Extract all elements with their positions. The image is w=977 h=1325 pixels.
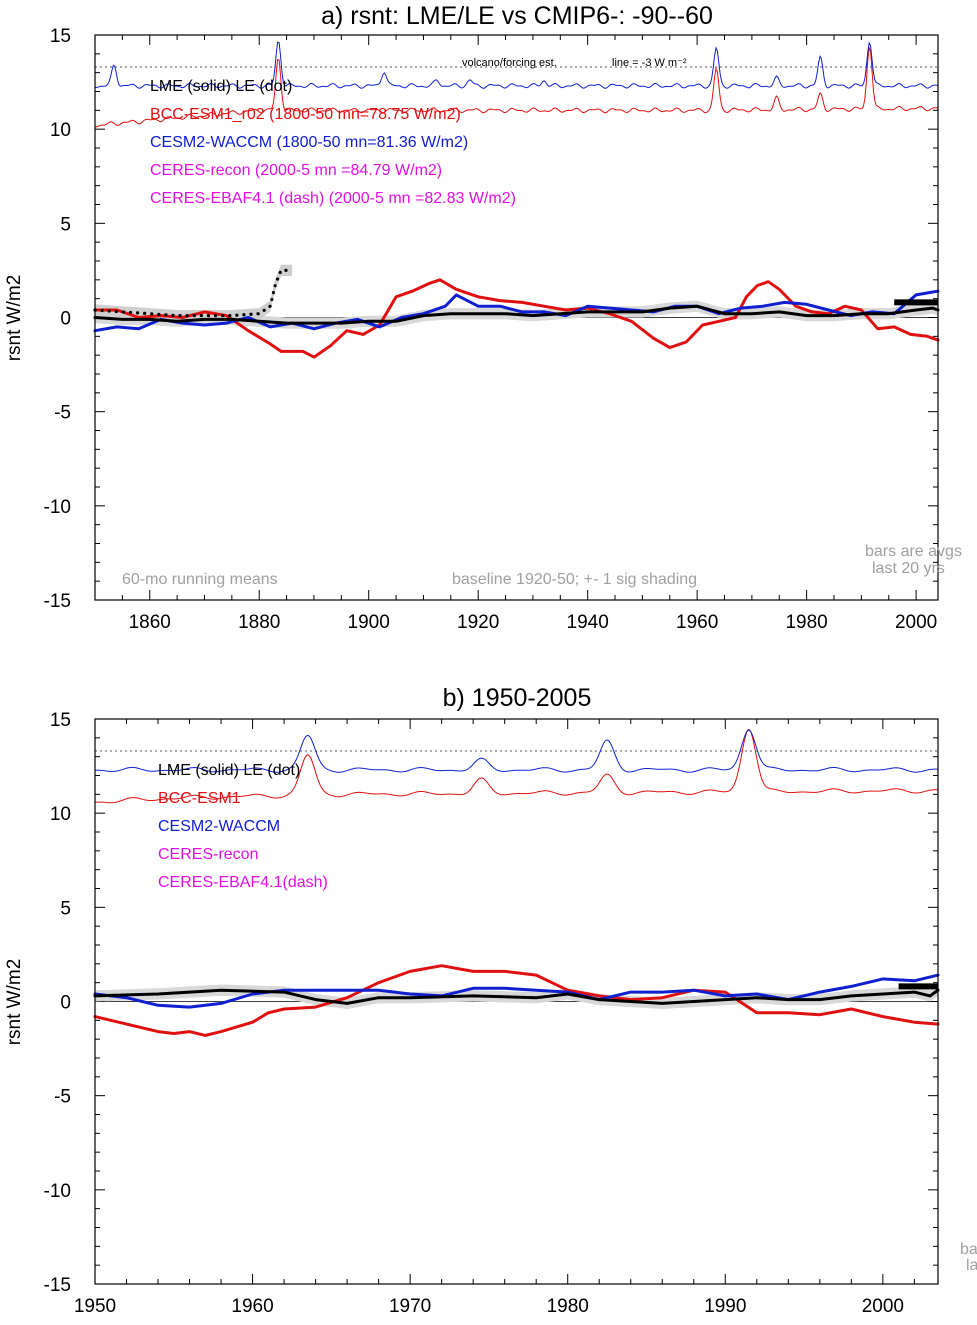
panel-a-y-tick-label: 15: [50, 26, 71, 47]
panel-a-x-tick-labels: 1860 1880 1900 1920 1940 1960 1980 2000: [129, 612, 938, 633]
panel-a-series-lme: [93, 304, 940, 325]
panel-b-plot-area: [93, 729, 940, 1037]
panel-a-legend-item-4: CERES-EBAF4.1 (dash) (2000-5 mn =82.83 W…: [150, 190, 516, 207]
panel-b-forcing-red-line: [94, 729, 938, 804]
panel-a-legend-item-2: CESM2-WACCM (1800-50 mn=81.36 W/m2): [150, 134, 468, 151]
panel-b-frame: [94, 718, 939, 1285]
panel-a-y-tick-label: 5: [60, 214, 71, 235]
panel-b-series-bcc-esm1: [93, 964, 940, 1037]
panel-b-legend-item-1: BCC-ESM1: [158, 790, 241, 807]
panel-a-legend-item-3: CERES-recon (2000-5 mn =84.79 W/m2): [150, 162, 442, 179]
panel-b-y-tick-label: -5: [54, 1087, 71, 1108]
panel-b-forcing-blue-line: [95, 729, 938, 773]
panel-a-forcing-blue-line: [94, 41, 938, 89]
panel-a-y-tick-label: -15: [44, 591, 71, 612]
panel-b-x-tick-label: 1990: [704, 1296, 746, 1317]
panel-a-x-tick-label: 1940: [567, 612, 609, 633]
panel-a-le-shading: [95, 264, 293, 322]
panel-a-y-tick-label: -5: [54, 403, 71, 424]
panel-a-forcing-red-line: [94, 47, 938, 128]
panel-b-bars-note-1: ba: [960, 1241, 977, 1258]
panel-a-running-note: 60-mo running means: [122, 571, 278, 588]
panel-b-bars-note-2: la: [966, 1257, 977, 1274]
panel-b-y-tick-label: 15: [50, 710, 71, 731]
panel-a-baseline-note: baseline 1920-50; +- 1 sig shading: [452, 571, 697, 588]
panel-a-legend-item-0: LME (solid) LE (dot): [150, 78, 292, 95]
panel-b-legend-item-2: CESM2-WACCM: [158, 818, 280, 835]
panel-b-x-tick-labels: 1950 1960 1970 1980 1990 2000: [74, 1296, 904, 1317]
panel-b-y-tick-label: -10: [44, 1181, 71, 1202]
panel-b-y-tick-label: -15: [44, 1275, 71, 1296]
panel-a-line-note: line = -3 W m⁻²: [612, 57, 687, 69]
panel-a-x-tick-label: 1980: [785, 612, 827, 633]
panel-b-y-tick-label: 5: [60, 898, 71, 919]
panel-a-x-tick-label: 1960: [676, 612, 718, 633]
panel-a-x-tick-label: 1860: [129, 612, 171, 633]
panel-a-y-tick-label: 10: [50, 120, 71, 141]
panel-a: a) rsnt: LME/LE vs CMIP6-: -90--60 rsnt …: [4, 2, 962, 633]
panel-a-y-tick-label: 0: [60, 309, 71, 330]
panel-a-volcano-note: volcano/forcing est.: [462, 57, 557, 69]
panel-a-plot-area: [93, 41, 940, 359]
panel-b-legend-item-0: LME (solid) LE (dot): [158, 762, 300, 779]
panel-a-bars-note-1: bars are avgs: [865, 543, 962, 560]
panel-b: b) 1950-2005 rsnt W/m2 1950 1960 1970 1980 1…: [4, 684, 977, 1317]
panel-a-legend-item-1: BCC-ESM1_r02 (1800-50 mn=78.75 W/m2): [150, 106, 461, 123]
panel-b-title: b) 1950-2005: [443, 684, 592, 712]
panel-b-y-tick-labels: 15 10 5 0 -5 -10 -15: [44, 710, 71, 1296]
panel-a-x-tick-label: 2000: [895, 612, 937, 633]
panel-b-legend: LME (solid) LE (dot) BCC-ESM1 CESM2-WACC…: [158, 762, 328, 891]
panel-a-ylabel: rsnt W/m2: [4, 275, 25, 362]
panel-b-x-tick-label: 1960: [231, 1296, 273, 1317]
panel-b-x-tick-label: 1950: [74, 1296, 116, 1317]
panel-b-x-tick-label: 1970: [389, 1296, 431, 1317]
panel-a-y-tick-labels: 15 10 5 0 -5 -10 -15: [44, 26, 71, 612]
panel-b-x-tick-label: 1980: [547, 1296, 589, 1317]
panel-b-x-tick-label: 2000: [862, 1296, 904, 1317]
panel-a-series-bcc-esm1-r02: [93, 278, 940, 359]
panel-a-x-tick-label: 1900: [348, 612, 390, 633]
panel-b-legend-item-3: CERES-recon: [158, 846, 258, 863]
panel-a-series-le: [93, 268, 294, 318]
panel-a-x-tick-label: 1880: [238, 612, 280, 633]
panel-a-y-tick-label: -10: [44, 497, 71, 518]
panel-a-frame: [94, 34, 939, 601]
panel-b-legend-item-4: CERES-EBAF4.1(dash): [158, 874, 328, 891]
panel-a-title: a) rsnt: LME/LE vs CMIP6-: -90--60: [321, 2, 713, 30]
panel-a-legend: LME (solid) LE (dot) BCC-ESM1_r02 (1800-…: [150, 78, 516, 207]
panel-b-series-lme: [93, 988, 940, 1005]
panel-b-ylabel: rsnt W/m2: [4, 959, 25, 1046]
panel-b-y-tick-label: 0: [60, 993, 71, 1014]
panel-a-bars-note-2: last 20 yrs: [872, 560, 945, 577]
panel-b-y-tick-label: 10: [50, 804, 71, 825]
panel-b-series-cesm2-waccm: [93, 973, 940, 1009]
panel-a-x-tick-label: 1920: [457, 612, 499, 633]
